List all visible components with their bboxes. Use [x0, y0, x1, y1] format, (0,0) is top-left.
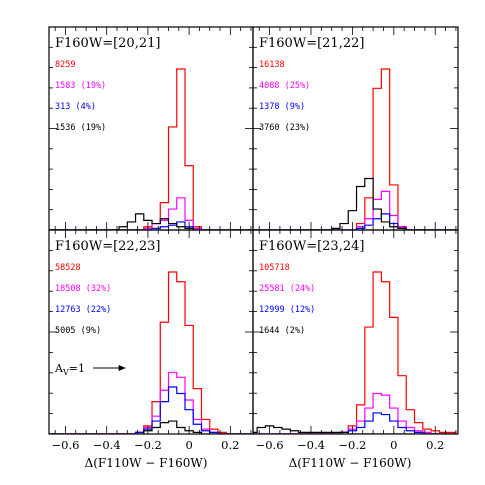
histograms — [253, 68, 456, 230]
count-label-blue: 313 (4%) — [55, 102, 96, 112]
x-tick-label: −0.4 — [93, 438, 121, 452]
count-label-black: 3760 (23%) — [259, 123, 310, 133]
panel-grid: F160W=[20,21] 8259 1583 (19%) 313 (4%) 1536 … — [48, 26, 459, 452]
reddening-arrow-head — [118, 365, 126, 371]
histogram-magenta-panel-2 — [253, 190, 456, 230]
count-label-magenta: 4088 (25%) — [259, 81, 310, 91]
count-label-black: 1536 (19%) — [55, 123, 106, 133]
histogram-red-panel-2 — [253, 68, 456, 230]
histogram-magenta-panel-3 — [49, 371, 251, 434]
x-tick-label: −0.2 — [338, 438, 366, 452]
x-tick-label: −0.2 — [134, 438, 162, 452]
histogram-red-panel-4 — [253, 271, 457, 434]
x-tick-label: −0.6 — [256, 438, 284, 452]
panel-1: F160W=[20,21] 8259 1583 (19%) 313 (4%) 1536 … — [48, 26, 254, 231]
count-label-black: 1644 (2%) — [259, 326, 305, 336]
histogram-black-panel-1 — [49, 213, 251, 230]
histogram-black-panel-3 — [49, 420, 251, 434]
count-label-magenta: 25581 (24%) — [259, 284, 315, 294]
count-label-red: 105718 — [259, 263, 290, 273]
x-tick-label: 0.2 — [221, 438, 239, 452]
count-label-blue: 1378 (9%) — [259, 102, 305, 112]
count-label-red: 8259 — [55, 60, 75, 70]
histogram-blue-panel-2 — [253, 213, 456, 230]
panel-title: F160W=[23,24] — [259, 239, 364, 254]
panel-2: F160W=[21,22] 16138 4088 (25%) 1378 (9%) 376… — [252, 26, 459, 231]
histogram-blue-panel-1 — [49, 221, 251, 230]
histogram-red-panel-1 — [49, 68, 251, 230]
count-label-blue: 12763 (22%) — [55, 305, 111, 315]
reddening-label: AV=1 — [54, 362, 85, 377]
x-axis-label-right: Δ(F110W − F160W) — [289, 456, 412, 470]
panel-title: F160W=[22,23] — [55, 239, 160, 254]
count-label-black: 5005 (9%) — [55, 326, 101, 336]
count-label-red: 58528 — [55, 263, 81, 273]
count-label-blue: 12999 (12%) — [259, 305, 315, 315]
panel-3: F160W=[22,23] 58528 18508 (32%) 12763 (22%)… — [48, 229, 254, 452]
count-label-magenta: 1583 (19%) — [55, 81, 106, 91]
panel-4: F160W=[23,24] 105718 25581 (24%) 12999 (12%… — [252, 229, 459, 452]
histograms — [253, 271, 457, 434]
x-axis: Δ(F110W − F160W) Δ(F110W − F160W) — [85, 456, 412, 470]
x-axis-label-left: Δ(F110W − F160W) — [85, 456, 208, 470]
histograms — [49, 271, 251, 434]
panel-title: F160W=[21,22] — [259, 36, 364, 51]
count-label-magenta: 18508 (32%) — [55, 284, 111, 294]
histogram-magenta-panel-4 — [253, 392, 456, 434]
histogram-red-panel-3 — [49, 271, 251, 434]
x-tick-label: −0.4 — [297, 438, 325, 452]
x-tick-label: 0 — [390, 438, 397, 452]
histogram-black-panel-2 — [253, 177, 456, 230]
x-tick-label: 0.2 — [426, 438, 444, 452]
histograms — [49, 68, 251, 230]
panel-title: F160W=[20,21] — [55, 36, 160, 51]
histogram-black-panel-4 — [253, 425, 456, 434]
x-tick-label: 0 — [185, 438, 192, 452]
x-tick-label: −0.6 — [52, 438, 80, 452]
count-label-red: 16138 — [259, 60, 285, 70]
